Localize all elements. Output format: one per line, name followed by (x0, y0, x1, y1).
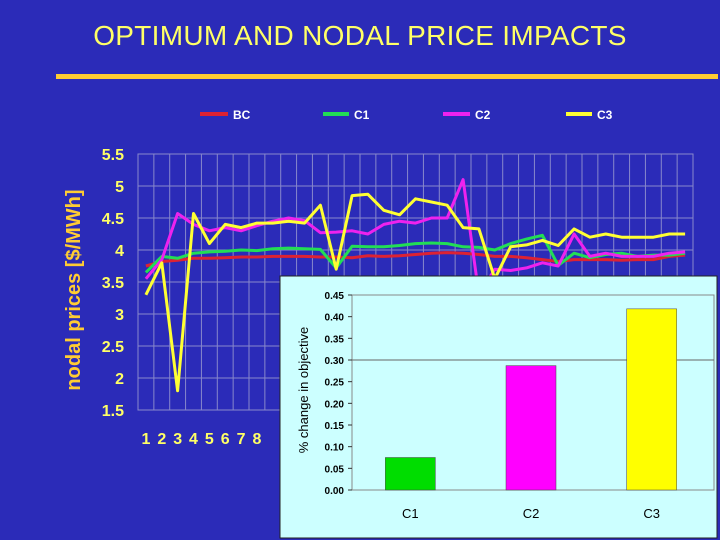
legend-label-c3: C3 (597, 108, 613, 122)
inset-y-tick-label: 0.30 (325, 356, 345, 367)
bar-c3 (626, 308, 677, 491)
inset-y-axis-label: % change in objective (296, 327, 311, 453)
main-x-tick-label: 1 (141, 431, 150, 448)
series-line-c3 (144, 192, 686, 393)
main-y-tick-label: 1.5 (102, 403, 124, 420)
inset-y-tick-label: 0.35 (325, 334, 345, 345)
bar-c1 (385, 457, 436, 491)
inset-y-tick-label: 0.00 (325, 486, 345, 497)
inset-category-label: C2 (523, 506, 540, 521)
main-x-tick-label: 2 (157, 431, 166, 448)
legend-label-bc: BC (233, 108, 251, 122)
main-y-tick-label: 4 (115, 243, 124, 260)
inset-y-tick-label: 0.20 (325, 399, 345, 410)
main-y-tick-label: 2.5 (102, 339, 124, 356)
inset-category-labels: C1 C2 C3 (402, 506, 660, 521)
main-series-lines (144, 178, 686, 393)
inset-y-tick-labels: 0.00 0.05 0.10 0.15 0.20 0.25 0.30 0.35 0.40 0.45 (325, 291, 345, 497)
legend-label-c2: C2 (475, 108, 491, 122)
main-y-tick-label: 3 (115, 307, 124, 324)
inset-y-tick-label: 0.05 (325, 464, 345, 475)
inset-category-label: C3 (643, 506, 660, 521)
main-x-tick-label: 3 (173, 431, 182, 448)
inset-bars (385, 308, 677, 491)
series-line-c2 (144, 178, 686, 297)
bar-c2 (505, 365, 557, 491)
main-x-tick-label: 8 (252, 431, 261, 448)
inset-y-tick-label: 0.10 (325, 443, 345, 454)
inset-category-label: C1 (402, 506, 419, 521)
inset-y-tick-label: 0.40 (325, 313, 345, 324)
objective-change-bar-chart: 0.00 0.05 0.10 0.15 0.20 0.25 0.30 0.35 0.40 0.45… (279, 275, 718, 539)
legend-label-c1: C1 (354, 108, 370, 122)
main-y-tick-label: 5 (115, 179, 124, 196)
main-y-tick-label: 2 (115, 371, 124, 388)
inset-y-tick-label: 0.25 (325, 378, 345, 389)
main-x-tick-label: 6 (221, 431, 230, 448)
legend: BC C1 C2 C3 (200, 108, 613, 122)
main-x-tick-label: 4 (189, 431, 198, 448)
main-y-tick-label: 3.5 (102, 275, 124, 292)
slide-title: OPTIMUM AND NODAL PRICE IMPACTS (93, 20, 627, 51)
title-rule (56, 74, 718, 79)
main-y-tick-labels: 1.5 2 2.5 3 3.5 4 4.5 5 5.5 (102, 147, 124, 420)
main-y-tick-label: 4.5 (102, 211, 124, 228)
main-y-axis-label: nodal prices [$/MWh] (63, 189, 85, 390)
main-x-tick-label: 7 (237, 431, 246, 448)
series-line-bc (145, 251, 686, 268)
inset-y-tick-label: 0.45 (325, 291, 345, 302)
main-x-tick-label: 5 (205, 431, 214, 448)
inset-y-tick-label: 0.15 (325, 421, 345, 432)
main-y-tick-label: 5.5 (102, 147, 124, 164)
